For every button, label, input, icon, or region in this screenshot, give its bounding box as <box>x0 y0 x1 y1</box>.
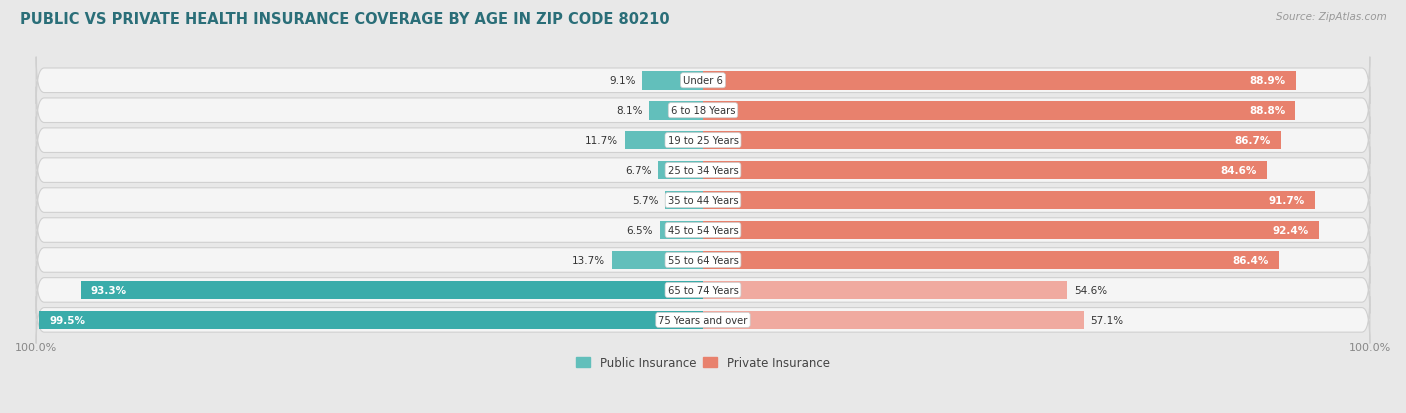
Text: 11.7%: 11.7% <box>585 136 619 146</box>
Text: 8.1%: 8.1% <box>616 106 643 116</box>
Legend: Public Insurance, Private Insurance: Public Insurance, Private Insurance <box>571 352 835 374</box>
Text: 92.4%: 92.4% <box>1272 225 1309 235</box>
Bar <box>659 221 703 240</box>
Text: 93.3%: 93.3% <box>91 285 127 295</box>
Text: 9.1%: 9.1% <box>609 76 636 86</box>
Text: 65 to 74 Years: 65 to 74 Years <box>668 285 738 295</box>
Text: 6.5%: 6.5% <box>627 225 652 235</box>
Text: 54.6%: 54.6% <box>1074 285 1107 295</box>
Bar <box>612 251 703 270</box>
Text: 88.8%: 88.8% <box>1249 106 1285 116</box>
Bar <box>703 161 1267 180</box>
FancyBboxPatch shape <box>37 297 1369 344</box>
Text: 86.4%: 86.4% <box>1233 255 1270 265</box>
FancyBboxPatch shape <box>37 88 1369 135</box>
Bar <box>703 251 1279 270</box>
Text: Under 6: Under 6 <box>683 76 723 86</box>
Text: 75 Years and over: 75 Years and over <box>658 315 748 325</box>
Bar <box>626 132 703 150</box>
Text: 25 to 34 Years: 25 to 34 Years <box>668 166 738 176</box>
Text: 13.7%: 13.7% <box>572 255 605 265</box>
FancyBboxPatch shape <box>37 147 1369 194</box>
Text: 6 to 18 Years: 6 to 18 Years <box>671 106 735 116</box>
FancyBboxPatch shape <box>37 117 1369 164</box>
Bar <box>703 191 1315 210</box>
Text: 86.7%: 86.7% <box>1234 136 1271 146</box>
Text: 6.7%: 6.7% <box>626 166 651 176</box>
Text: 84.6%: 84.6% <box>1220 166 1257 176</box>
Bar <box>39 311 703 329</box>
Text: 57.1%: 57.1% <box>1091 315 1123 325</box>
Text: Source: ZipAtlas.com: Source: ZipAtlas.com <box>1275 12 1386 22</box>
Bar <box>703 132 1281 150</box>
Text: 99.5%: 99.5% <box>49 315 86 325</box>
Bar <box>665 191 703 210</box>
Text: 88.9%: 88.9% <box>1250 76 1286 86</box>
Text: 35 to 44 Years: 35 to 44 Years <box>668 196 738 206</box>
Text: 19 to 25 Years: 19 to 25 Years <box>668 136 738 146</box>
FancyBboxPatch shape <box>37 177 1369 224</box>
FancyBboxPatch shape <box>37 267 1369 314</box>
Text: PUBLIC VS PRIVATE HEALTH INSURANCE COVERAGE BY AGE IN ZIP CODE 80210: PUBLIC VS PRIVATE HEALTH INSURANCE COVER… <box>20 12 669 27</box>
Bar <box>650 102 703 120</box>
Bar <box>703 102 1295 120</box>
Bar <box>658 161 703 180</box>
Bar <box>703 221 1319 240</box>
Bar <box>643 72 703 90</box>
Text: 55 to 64 Years: 55 to 64 Years <box>668 255 738 265</box>
Text: 45 to 54 Years: 45 to 54 Years <box>668 225 738 235</box>
FancyBboxPatch shape <box>37 237 1369 284</box>
Text: 5.7%: 5.7% <box>631 196 658 206</box>
FancyBboxPatch shape <box>37 57 1369 104</box>
FancyBboxPatch shape <box>37 207 1369 254</box>
Text: 91.7%: 91.7% <box>1268 196 1305 206</box>
Bar <box>703 311 1084 329</box>
Bar <box>703 281 1067 299</box>
Bar <box>80 281 703 299</box>
Bar <box>703 72 1296 90</box>
